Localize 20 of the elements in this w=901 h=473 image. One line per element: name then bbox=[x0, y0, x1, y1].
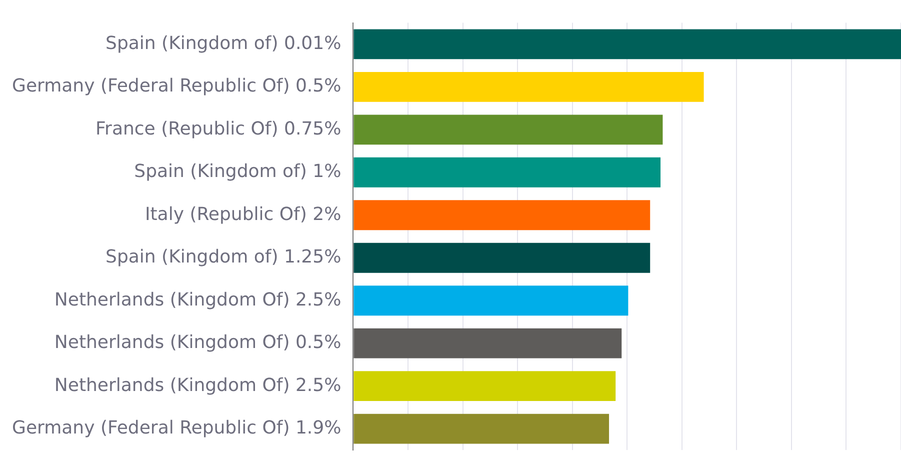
y-tick-label: Spain (Kingdom of) 1.25% bbox=[106, 246, 342, 268]
y-tick-label: Italy (Republic Of) 2% bbox=[144, 204, 342, 225]
bar bbox=[354, 72, 704, 102]
y-tick-label: Netherlands (Kingdom Of) 2.5% bbox=[54, 374, 342, 396]
bar bbox=[354, 286, 628, 316]
y-tick-label: Netherlands (Kingdom Of) 0.5% bbox=[54, 332, 342, 354]
y-tick-label: Spain (Kingdom of) 0.01% bbox=[106, 32, 342, 54]
bar bbox=[354, 29, 901, 60]
bar bbox=[354, 157, 661, 188]
bar bbox=[354, 114, 663, 145]
y-tick-label: Germany (Federal Republic Of) 0.5% bbox=[12, 76, 342, 97]
y-tick-label: Netherlands (Kingdom Of) 2.5% bbox=[54, 289, 342, 310]
bar bbox=[354, 414, 610, 444]
y-tick-label: Germany (Federal Republic Of) 1.9% bbox=[12, 418, 342, 438]
y-tick-label: Spain (Kingdom of) 1% bbox=[134, 161, 342, 182]
y-tick-label: France (Republic Of) 0.75% bbox=[96, 118, 342, 140]
bar bbox=[354, 200, 650, 230]
bar bbox=[354, 242, 650, 273]
bar bbox=[354, 371, 616, 402]
bar bbox=[354, 328, 622, 358]
